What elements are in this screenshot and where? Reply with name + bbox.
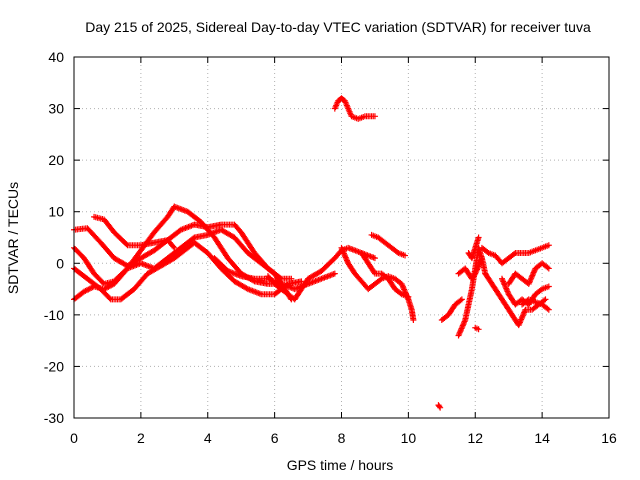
series-markers [455, 244, 485, 339]
series-sat-l [435, 402, 444, 411]
x-tick-label: 6 [271, 430, 279, 446]
x-tick-labels: 0 2 4 6 8 10 12 14 16 [70, 430, 617, 446]
x-tick-label: 2 [137, 430, 145, 446]
series-markers [368, 231, 409, 259]
series-sat-s [482, 270, 549, 329]
series-markers [438, 296, 465, 324]
y-tick-labels: -30 -20 -10 0 10 20 30 40 [44, 49, 64, 426]
series-sat-h [331, 95, 378, 122]
x-tick-label: 12 [467, 430, 483, 446]
series-markers [505, 260, 552, 287]
series-markers [519, 296, 552, 313]
x-tick-label: 14 [534, 430, 550, 446]
y-tick-label: -20 [44, 358, 64, 374]
series-markers [482, 270, 549, 329]
x-tick-label: 8 [338, 430, 346, 446]
y-tick-label: -30 [44, 410, 64, 426]
series-markers [472, 324, 482, 333]
series-sat-p [465, 234, 482, 262]
x-axis-label: GPS time / hours [287, 457, 394, 473]
series-sat-f [211, 255, 338, 293]
series-markers [435, 402, 444, 411]
y-tick-label: 10 [48, 204, 64, 220]
x-tick-label: 4 [204, 430, 212, 446]
series-sat-e [91, 213, 178, 251]
series-sat-q [472, 324, 482, 333]
x-tick-label: 16 [601, 430, 617, 446]
y-tick-label: 20 [48, 152, 64, 168]
series-markers [358, 249, 412, 300]
y-tick-label: 30 [48, 101, 64, 117]
y-tick-label: 0 [56, 255, 64, 271]
y-tick-label: 40 [48, 49, 64, 65]
series-markers [211, 255, 338, 293]
series-markers [331, 95, 378, 122]
x-tick-label: 10 [401, 430, 417, 446]
series-markers [478, 242, 552, 267]
series-sat-m [438, 296, 465, 324]
x-tick-label: 0 [70, 430, 78, 446]
series-sat-k [358, 249, 412, 300]
series-markers [91, 213, 178, 251]
chart-title: Day 215 of 2025, Sidereal Day-to-day VTE… [85, 19, 591, 35]
gridlines [74, 57, 609, 418]
series-sat-j [368, 231, 409, 259]
series-sat-v [519, 296, 552, 313]
tick-marks [73, 56, 610, 419]
data-marks [71, 95, 552, 411]
series-markers [465, 234, 482, 262]
y-axis-label: SDTVAR / TECUs [5, 182, 21, 294]
y-tick-label: -10 [44, 307, 64, 323]
series-sat-o [455, 244, 485, 339]
series-sat-r [478, 242, 552, 267]
series-sat-u [505, 260, 552, 287]
